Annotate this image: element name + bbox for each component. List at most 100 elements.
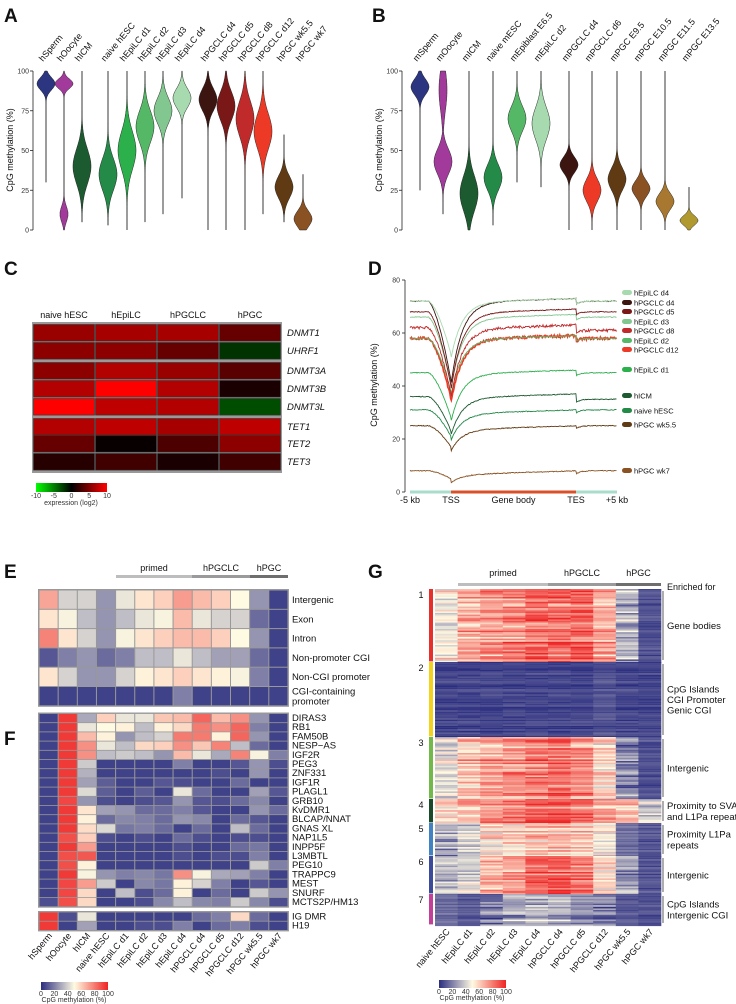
heatmap-cell bbox=[77, 921, 96, 930]
heatmap-cell bbox=[231, 833, 250, 842]
heatmap-stripe bbox=[615, 775, 639, 778]
heatmap-stripe bbox=[435, 785, 458, 787]
colorbar-tick: 100 bbox=[102, 991, 114, 998]
heatmap-stripe bbox=[638, 738, 662, 741]
heatmap-stripe bbox=[638, 649, 662, 652]
heatmap-stripe bbox=[457, 764, 481, 766]
heatmap-stripe bbox=[435, 657, 458, 660]
heatmap-stripe bbox=[525, 605, 549, 607]
heatmap-stripe bbox=[548, 865, 571, 868]
heatmap-stripe bbox=[615, 608, 639, 610]
heatmap-stripe bbox=[638, 592, 662, 594]
heatmap-stripe bbox=[593, 826, 617, 828]
heatmap-stripe bbox=[502, 835, 526, 838]
heatmap-cell bbox=[116, 870, 135, 879]
heatmap-stripe bbox=[457, 661, 481, 663]
heatmap-stripe bbox=[570, 670, 594, 672]
heatmap-cell bbox=[211, 912, 230, 921]
heatmap-stripe bbox=[525, 905, 549, 907]
heatmap-stripe bbox=[502, 661, 526, 663]
heatmap-stripe bbox=[435, 592, 458, 594]
heatmap-cell bbox=[231, 888, 250, 898]
heatmap-stripe bbox=[525, 601, 549, 604]
heatmap-stripe bbox=[570, 692, 594, 695]
heatmap-cell bbox=[39, 778, 58, 787]
heatmap-cell bbox=[96, 741, 116, 750]
heatmap-stripe bbox=[457, 853, 481, 856]
heatmap-stripe bbox=[457, 737, 481, 739]
heatmap-stripe bbox=[615, 624, 639, 626]
heatmap-stripe bbox=[435, 653, 458, 655]
heatmap-stripe bbox=[502, 738, 526, 741]
heatmap-stripe bbox=[525, 714, 549, 717]
heatmap-stripe bbox=[435, 857, 458, 860]
heatmap-cell bbox=[135, 759, 154, 769]
heatmap-cell bbox=[116, 888, 135, 898]
y-tick-label: 25 bbox=[21, 188, 29, 195]
heatmap-cell bbox=[116, 861, 135, 870]
heatmap-stripe bbox=[502, 875, 526, 877]
heatmap-stripe bbox=[457, 913, 481, 915]
heatmap-stripe bbox=[435, 757, 458, 760]
heatmap-stripe bbox=[502, 859, 526, 861]
heatmap-cell bbox=[135, 805, 154, 815]
heatmap-stripe bbox=[548, 791, 571, 794]
heatmap-stripe bbox=[480, 834, 504, 836]
heatmap-cell bbox=[154, 796, 173, 806]
heatmap-stripe bbox=[570, 600, 594, 602]
heatmap-stripe bbox=[615, 617, 639, 620]
heatmap-stripe bbox=[525, 632, 549, 634]
heatmap-cell bbox=[116, 687, 135, 706]
heatmap-cell bbox=[211, 879, 230, 888]
heatmap-cell bbox=[58, 870, 77, 879]
heatmap-stripe bbox=[525, 829, 549, 832]
heatmap-stripe bbox=[480, 808, 504, 811]
heatmap-stripe bbox=[502, 913, 526, 915]
heatmap-stripe bbox=[615, 719, 639, 722]
heatmap-stripe bbox=[593, 743, 617, 746]
heatmap-stripe bbox=[457, 911, 481, 914]
heatmap-stripe bbox=[457, 743, 481, 746]
heatmap-stripe bbox=[525, 597, 549, 599]
heatmap-stripe bbox=[615, 606, 639, 609]
heatmap-stripe bbox=[615, 788, 639, 790]
heatmap-stripe bbox=[638, 895, 662, 898]
heatmap-stripe bbox=[502, 748, 526, 750]
heatmap-stripe bbox=[457, 823, 481, 825]
heatmap-cell bbox=[95, 453, 157, 471]
heatmap-stripe bbox=[480, 679, 504, 682]
heatmap-stripe bbox=[457, 711, 481, 714]
heatmap-stripe bbox=[502, 635, 526, 638]
heatmap-stripe bbox=[525, 689, 549, 691]
heatmap-stripe bbox=[615, 605, 639, 607]
heatmap-stripe bbox=[638, 706, 662, 709]
heatmap-stripe bbox=[593, 627, 617, 630]
heatmap-stripe bbox=[457, 864, 481, 866]
heatmap-stripe bbox=[548, 855, 571, 857]
heatmap-stripe bbox=[615, 698, 639, 701]
heatmap-stripe bbox=[570, 665, 594, 667]
heatmap-stripe bbox=[615, 740, 639, 742]
heatmap-stripe bbox=[480, 697, 504, 699]
legend-swatch bbox=[622, 319, 632, 324]
heatmap-stripe bbox=[548, 656, 571, 658]
heatmap-stripe bbox=[593, 803, 617, 806]
heatmap-stripe bbox=[615, 919, 639, 922]
row-label: promoter bbox=[292, 697, 330, 708]
heatmap-stripe bbox=[638, 916, 662, 919]
series-line-hepilc-d3 bbox=[409, 313, 617, 389]
heatmap-stripe bbox=[615, 676, 639, 679]
heatmap-stripe bbox=[480, 839, 504, 841]
heatmap-stripe bbox=[615, 749, 639, 752]
heatmap-stripe bbox=[593, 859, 617, 861]
colorbar-tick: 80 bbox=[489, 989, 497, 996]
heatmap-stripe bbox=[435, 856, 458, 858]
heatmap-stripe bbox=[457, 593, 481, 596]
heatmap-cell bbox=[231, 687, 250, 706]
heatmap-stripe bbox=[525, 694, 549, 696]
heatmap-stripe bbox=[593, 702, 617, 704]
heatmap-stripe bbox=[457, 678, 481, 680]
heatmap-stripe bbox=[480, 880, 504, 882]
heatmap-stripe bbox=[525, 629, 549, 631]
heatmap-stripe bbox=[525, 767, 549, 770]
